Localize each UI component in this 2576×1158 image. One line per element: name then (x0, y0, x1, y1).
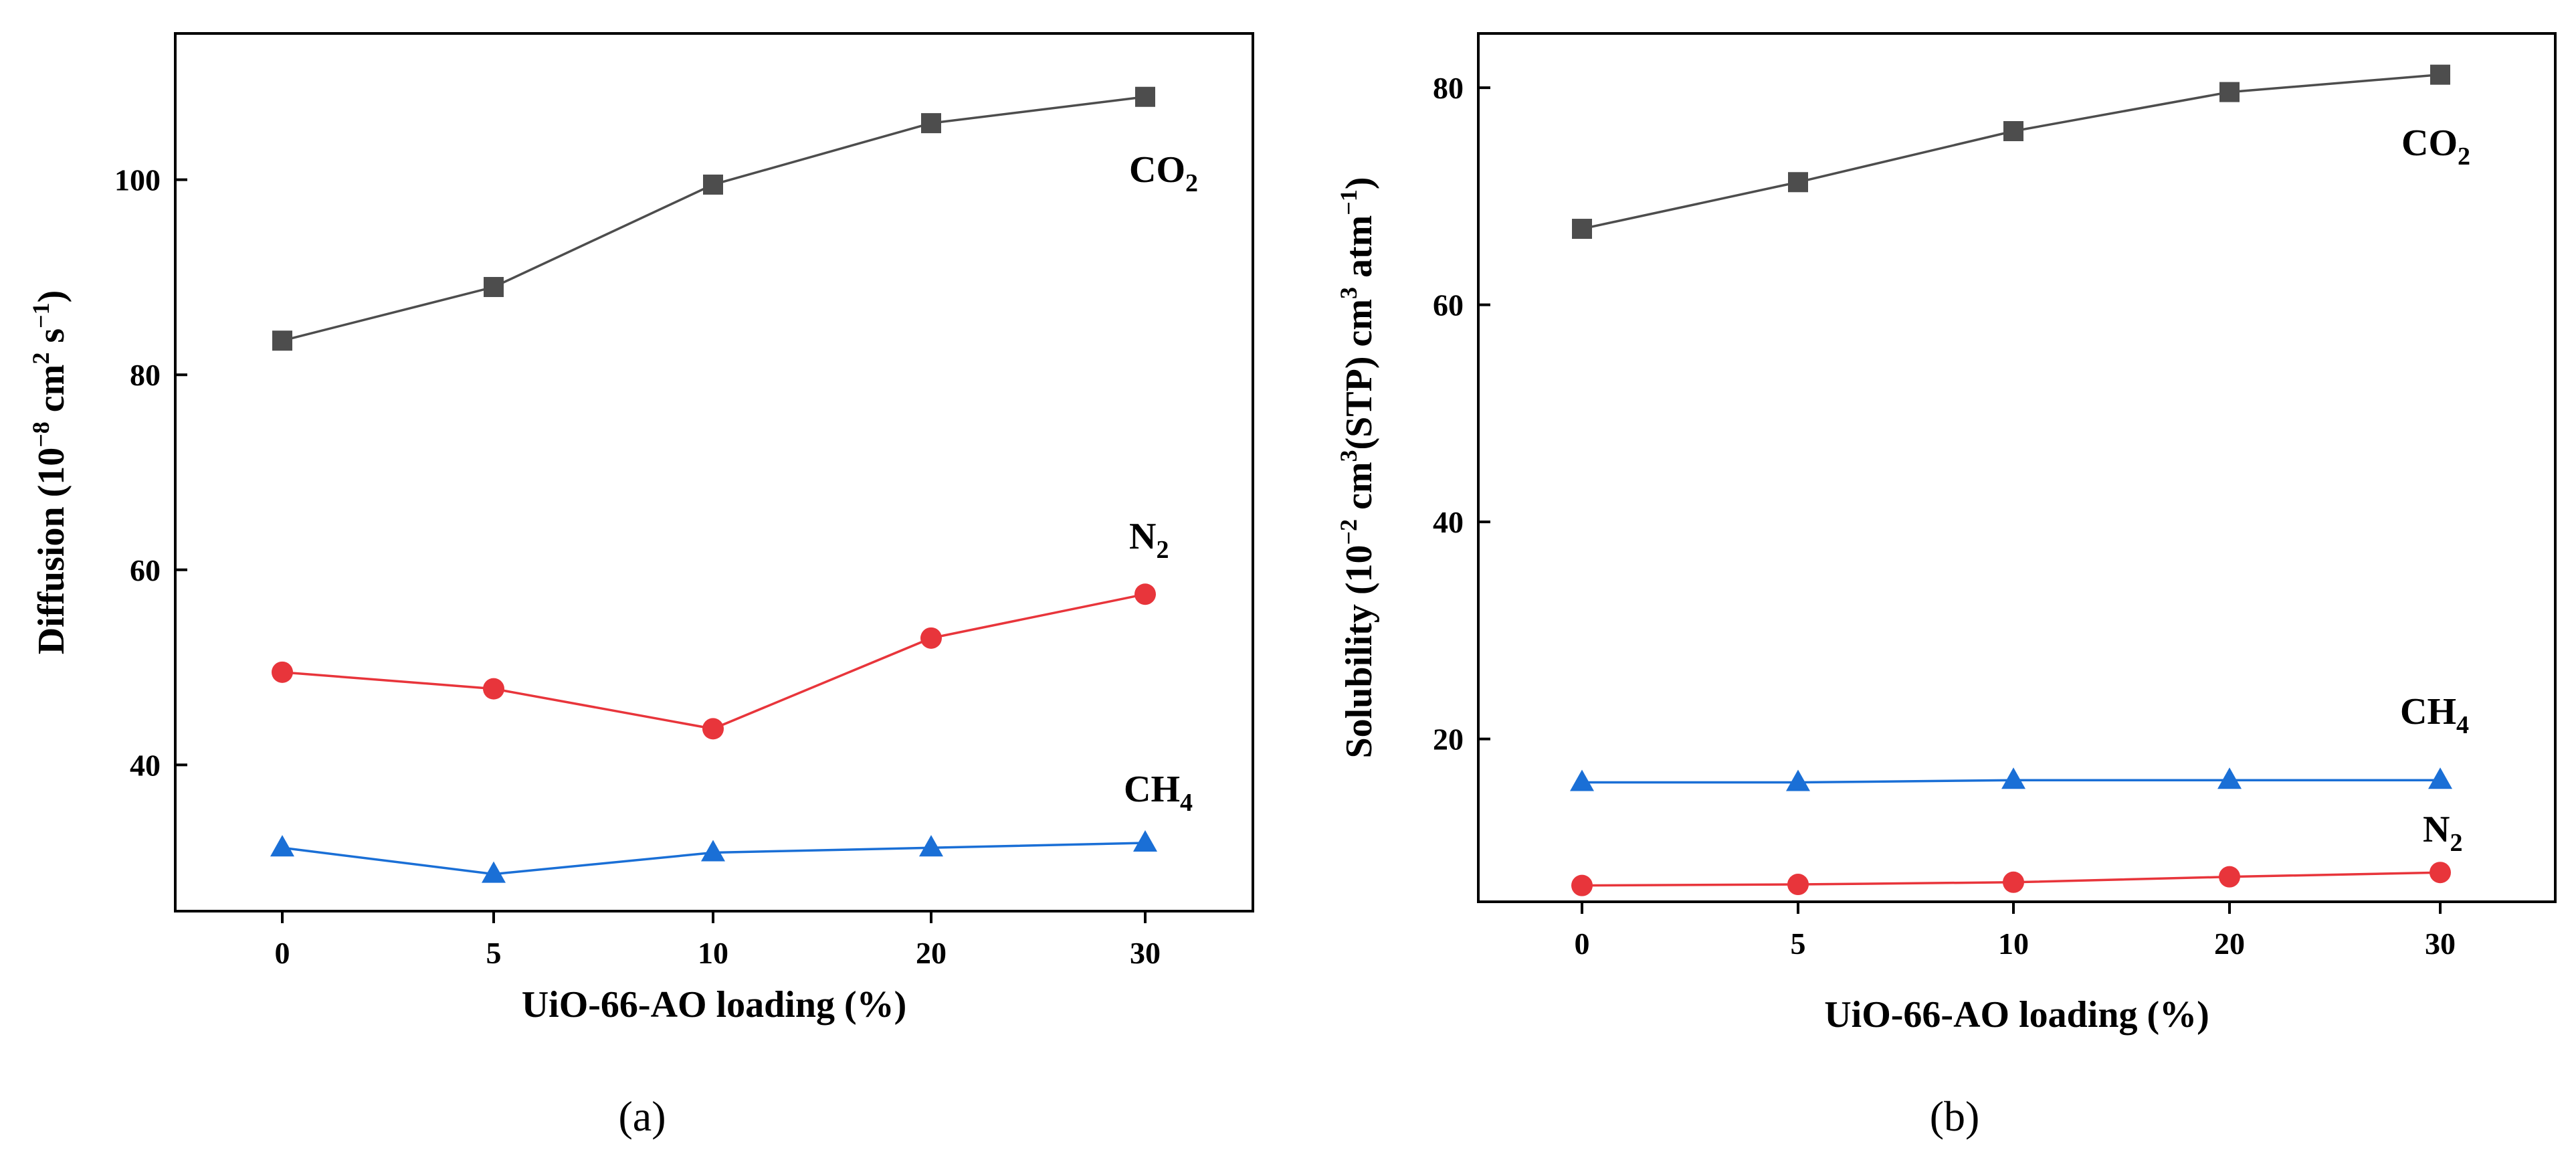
data-point-co2-0 (1572, 219, 1592, 239)
data-point-co2-30 (1135, 86, 1155, 107)
x-tick-label: 30 (1130, 936, 1161, 970)
panel-label: (b) (1930, 1092, 1980, 1140)
data-point-ch4-20 (2217, 767, 2242, 789)
y-tick-label: 60 (1433, 288, 1464, 322)
x-tick-label: 0 (275, 936, 290, 970)
data-point-ch4-20 (919, 835, 943, 857)
data-point-n2-20 (2219, 866, 2240, 888)
data-point-ch4-30 (2428, 767, 2452, 789)
data-point-ch4-5 (1786, 769, 1810, 791)
data-point-n2-0 (1571, 874, 1593, 896)
x-tick-label: 10 (1998, 927, 2029, 961)
plot-frame (1477, 32, 2557, 903)
x-tick-label: 5 (1791, 927, 1806, 961)
plot-frame (174, 32, 1254, 912)
data-point-ch4-5 (482, 861, 506, 883)
y-axis-title: Diffusion (10−8 cm2 s−1) (27, 290, 72, 655)
data-point-co2-20 (921, 113, 941, 134)
series-label-n2: N2 (1129, 516, 1169, 564)
y-tick-label: 80 (1433, 71, 1464, 105)
x-tick-label: 20 (2214, 927, 2245, 961)
y-tick-label: 20 (1433, 722, 1464, 757)
data-point-ch4-10 (701, 840, 725, 862)
x-tick-label: 5 (486, 936, 502, 970)
y-tick-label: 60 (130, 553, 161, 587)
x-tick-label: 0 (1575, 927, 1590, 961)
data-point-n2-30 (2430, 862, 2451, 884)
x-tick-label: 30 (2425, 927, 2456, 961)
panel-a: 40 60 80 100 0 5 10 20 30 UiO-66-AO loading (%) Di… (27, 32, 1254, 1140)
data-point-co2-5 (1788, 172, 1808, 193)
data-point-n2-20 (920, 627, 942, 649)
data-point-co2-20 (2219, 82, 2240, 102)
series-line-co2 (282, 96, 1146, 342)
data-point-ch4-0 (270, 835, 294, 857)
data-point-co2-10 (703, 174, 723, 195)
data-point-ch4-0 (1570, 769, 1594, 791)
data-point-ch4-30 (1133, 830, 1157, 852)
y-tick-label: 40 (130, 748, 161, 782)
y-tick-label: 40 (1433, 505, 1464, 539)
data-point-n2-10 (702, 718, 724, 740)
series-line-co2 (1581, 73, 2441, 230)
x-tick-label: 10 (698, 936, 728, 970)
y-axis-title: Solubility (10−2 cm3(STP) cm3 atm−1) (1335, 177, 1380, 759)
series-label-co2: CO2 (2401, 122, 2470, 171)
data-point-ch4-10 (2001, 767, 2025, 789)
data-point-co2-30 (2430, 64, 2450, 85)
series-label-ch4: CH4 (1124, 769, 1193, 817)
y-tick-label: 100 (114, 163, 161, 197)
data-point-co2-10 (2003, 121, 2023, 142)
data-point-n2-5 (483, 678, 504, 700)
panel-label: (a) (618, 1092, 666, 1140)
series-line-n2 (282, 593, 1146, 731)
y-tick-label: 80 (130, 358, 161, 392)
data-point-n2-30 (1134, 583, 1156, 605)
x-axis-title: UiO-66-AO loading (%) (522, 984, 907, 1026)
data-point-co2-0 (272, 330, 292, 351)
data-point-n2-0 (272, 661, 293, 683)
series-label-n2: N2 (2423, 809, 2462, 857)
series-label-co2: CO2 (1129, 149, 1198, 197)
series-label-ch4: CH4 (2400, 691, 2469, 739)
data-point-co2-5 (484, 277, 504, 298)
data-point-n2-10 (2003, 871, 2024, 893)
data-point-n2-5 (1787, 874, 1809, 896)
panel-b: 20 40 60 80 0 5 10 20 30 UiO-66-AO loading (%) Sol… (1335, 32, 2557, 1140)
x-tick-label: 20 (916, 936, 947, 970)
x-axis-title: UiO-66-AO loading (%) (1824, 994, 2209, 1036)
